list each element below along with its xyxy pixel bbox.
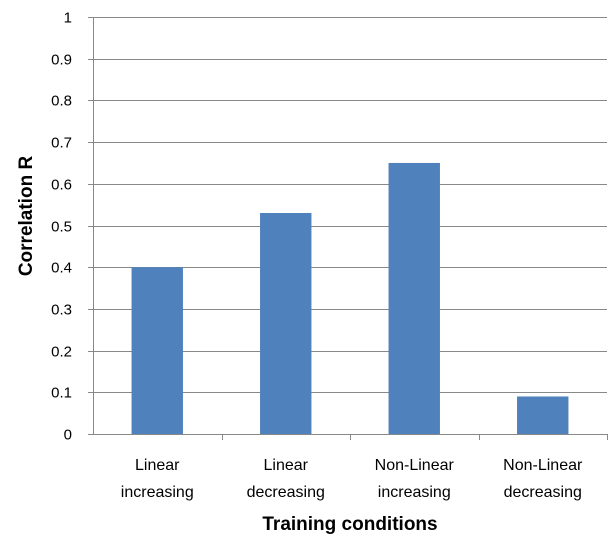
y-tick-label: 0.7 [51, 135, 72, 152]
y-tick-label: 0.2 [51, 344, 72, 361]
x-tick-label: Non-Linear [375, 457, 455, 474]
x-tick-label: Linear [135, 457, 180, 474]
axes [88, 17, 608, 440]
x-tick-label: decreasing [504, 484, 582, 501]
bar [517, 396, 569, 434]
x-tick-label: increasing [378, 484, 451, 501]
y-tick-label: 0 [64, 427, 72, 444]
y-tick-label: 0.4 [51, 260, 72, 277]
bar [131, 267, 183, 434]
bar [388, 162, 440, 434]
y-tick-label: 0.5 [51, 219, 72, 236]
x-axis-title: Training conditions [262, 514, 437, 535]
x-tick-labels: Linear increasing Linear decreasing Non-Line… [121, 457, 583, 501]
x-tick-label: Linear [264, 457, 309, 474]
x-tick-label: increasing [121, 484, 194, 501]
y-axis-title: Correlation R [16, 156, 37, 277]
y-tick-label: 0.6 [51, 177, 72, 194]
y-tick-label: 1 [64, 10, 72, 27]
bars [131, 162, 569, 434]
x-tick-label: decreasing [247, 484, 325, 501]
y-tick-label: 0.3 [51, 302, 72, 319]
y-tick-label: 0.9 [51, 52, 72, 69]
bar [260, 212, 312, 434]
y-tick-label: 0.1 [51, 385, 72, 402]
y-tick-labels: 0 0.1 0.2 0.3 0.4 0.5 0.6 0.7 0.8 0.9 1 [51, 10, 72, 444]
y-tick-label: 0.8 [51, 93, 72, 110]
x-tick-label: Non-Linear [503, 457, 583, 474]
